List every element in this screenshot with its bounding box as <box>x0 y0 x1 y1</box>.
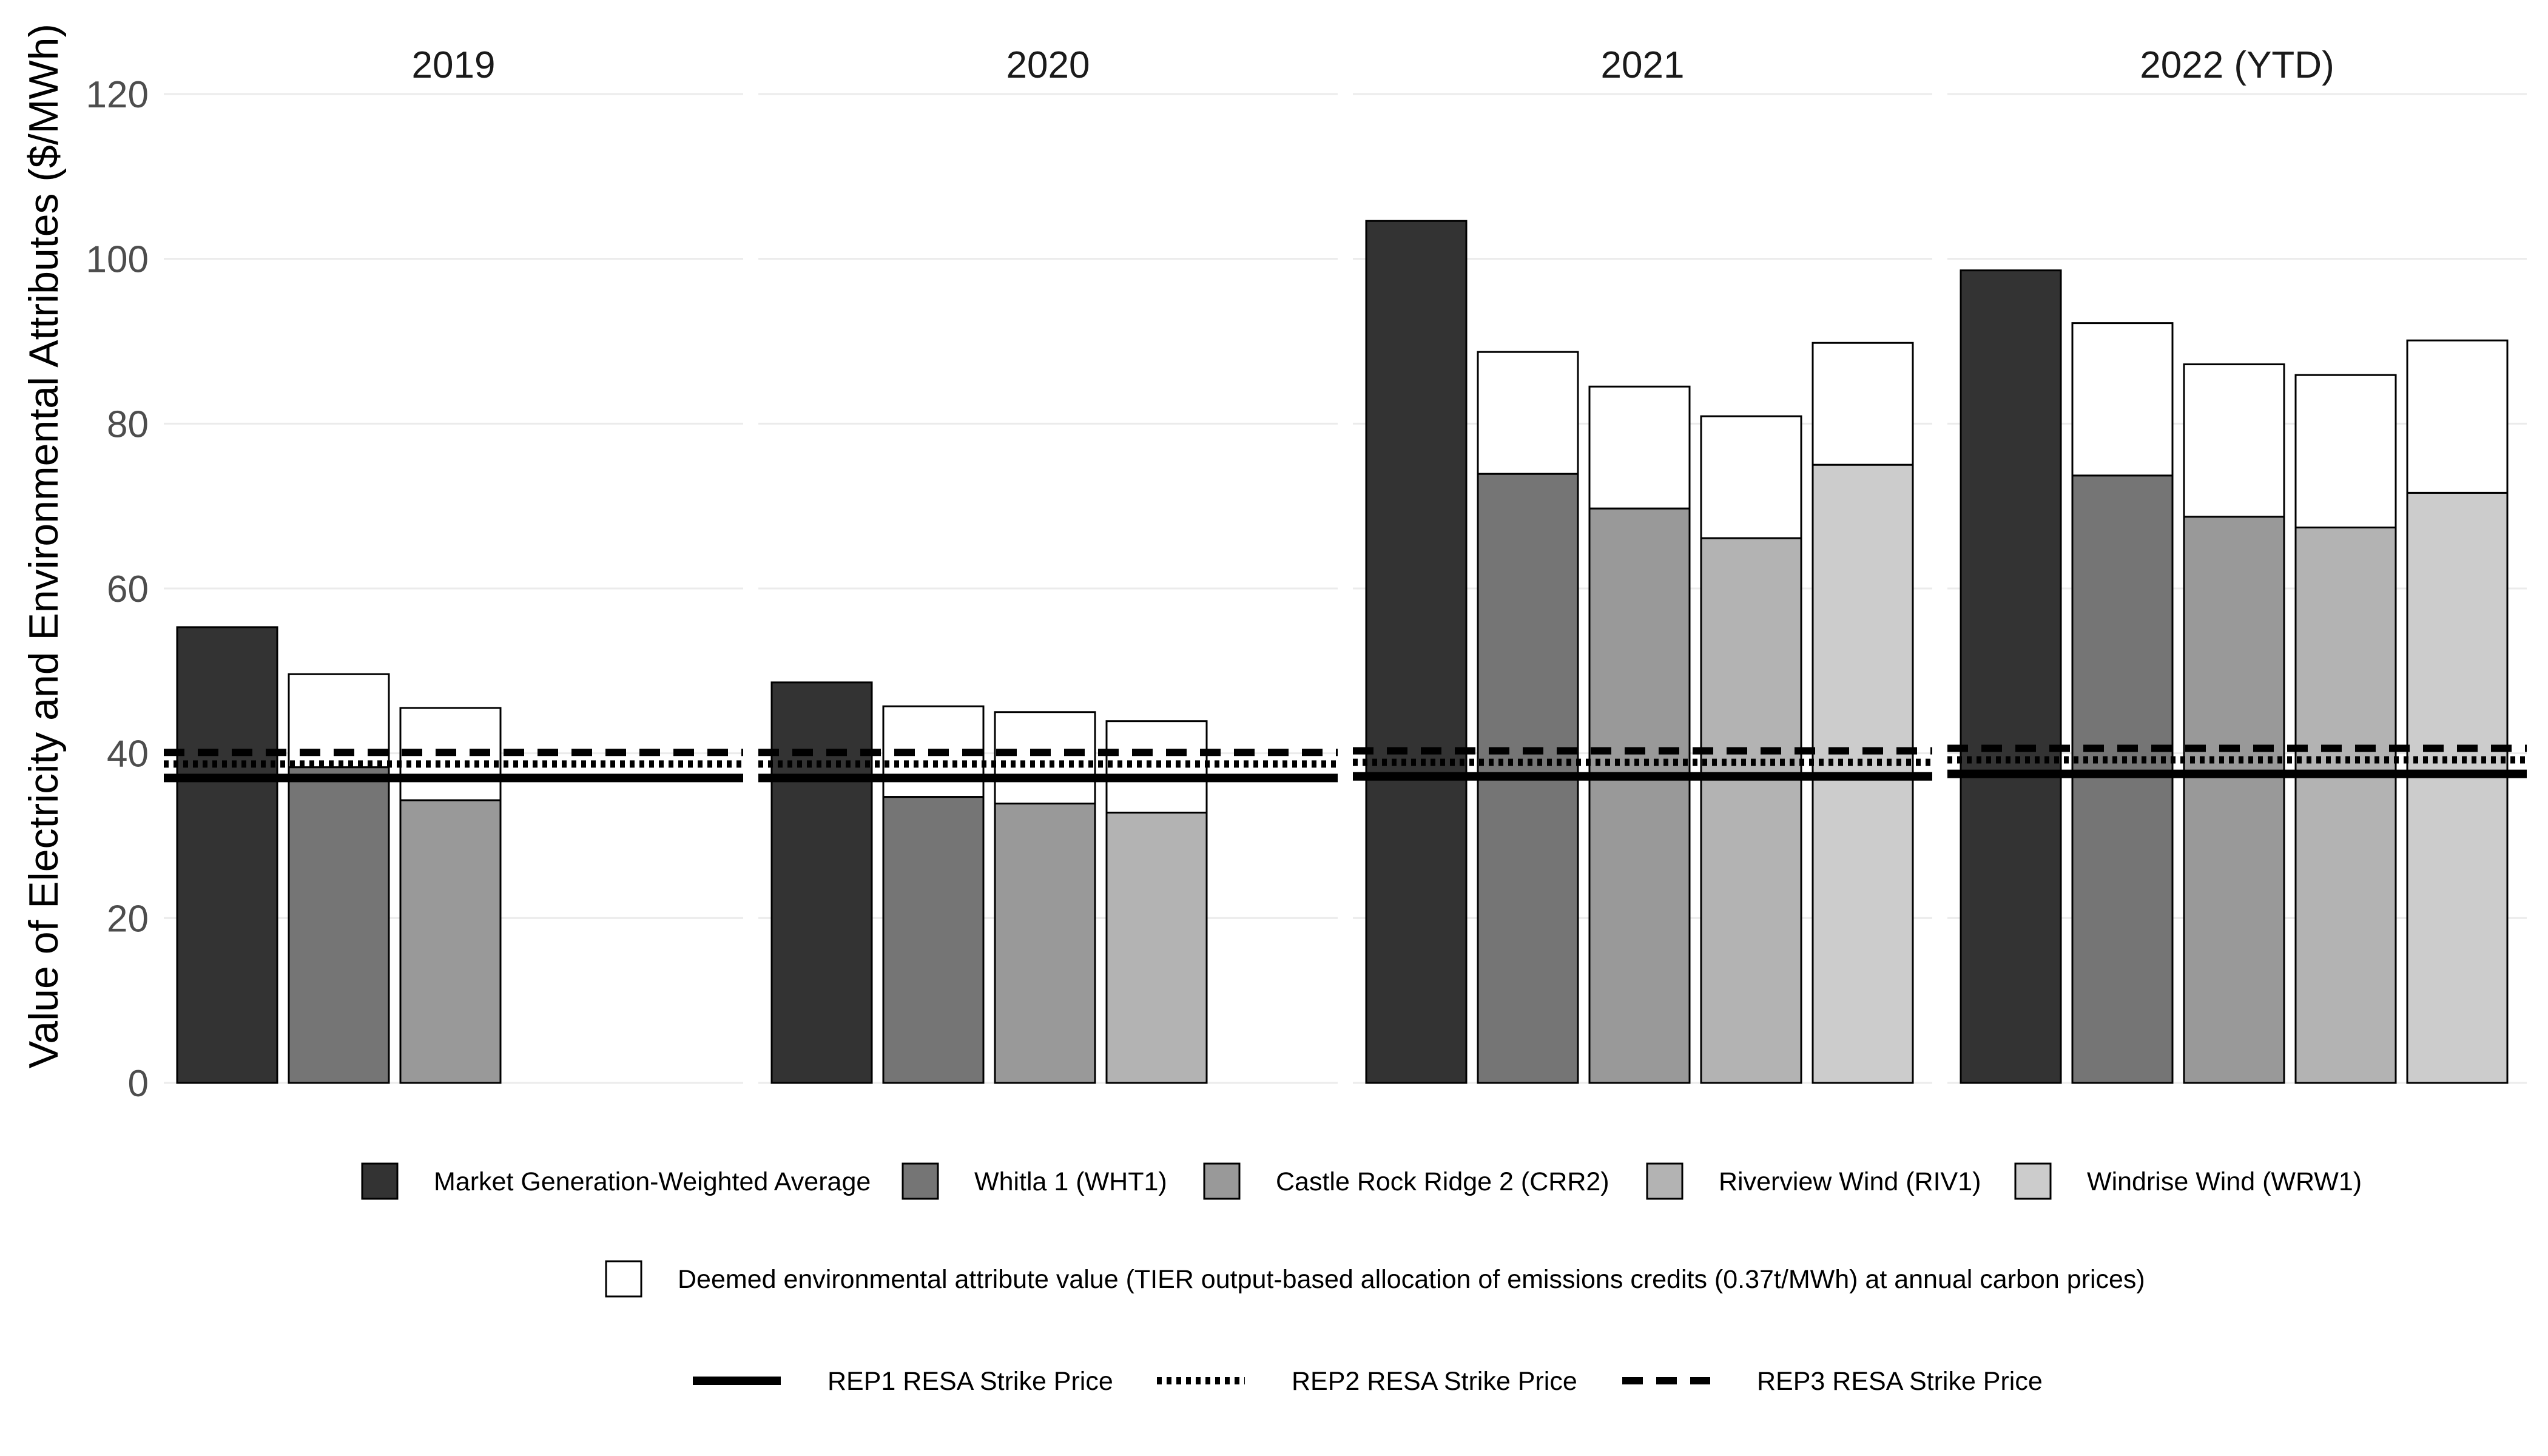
facet-label: 2022 (YTD) <box>2140 44 2334 86</box>
facet-panel-2019: 2019 <box>164 44 743 1084</box>
bar-whitla-1-wht1 <box>288 673 390 1084</box>
electricity-value-segment <box>399 799 502 1084</box>
y-tick-label-60: 60 <box>107 568 149 610</box>
y-tick-label-80: 80 <box>107 403 149 445</box>
legend: Market Generation-Weighted Average Whitla… <box>361 1162 2362 1396</box>
env-attribute-segment <box>1812 342 1914 466</box>
electricity-value-segment <box>2183 516 2285 1084</box>
bar-windrise-wind-wrw1 <box>1812 342 1914 1084</box>
bar-castle-rock-ridge-2-crr2 <box>1588 385 1691 1084</box>
bar-riverview-wind-riv1 <box>2294 374 2397 1084</box>
bar-market-generation-weighted-average <box>770 681 873 1084</box>
env-attribute-segment <box>1700 415 1802 539</box>
y-axis-ticks: 0 20 40 60 80 100 120 <box>86 74 149 1105</box>
legend-swatch-windrise-wind-wrw1 <box>2014 1162 2052 1200</box>
bar-market-generation-weighted-average <box>1365 220 1468 1084</box>
facet-label: 2019 <box>412 44 496 86</box>
y-tick-label-0: 0 <box>128 1063 149 1105</box>
bar-windrise-wind-wrw1 <box>2406 339 2509 1084</box>
legend-label: Whitla 1 (WHT1) <box>974 1167 1167 1196</box>
electricity-value-segment <box>1960 269 2062 1084</box>
legend-swatch-env-attribute <box>605 1260 642 1298</box>
env-attribute-segment <box>2294 374 2397 528</box>
facet-panel-2022-ytd: 2022 (YTD) <box>1947 44 2527 1084</box>
bar-whitla-1-wht1 <box>2071 322 2174 1084</box>
legend-swatch-market-generation-weighted-average <box>361 1162 399 1200</box>
electricity-value-segment <box>176 626 278 1084</box>
env-attribute-segment <box>1588 385 1691 510</box>
legend-label: Windrise Wind (WRW1) <box>2087 1167 2362 1196</box>
legend-swatch-whitla-1-wht1 <box>902 1162 939 1200</box>
legend-swatch-castle-rock-ridge-2-crr2 <box>1203 1162 1241 1200</box>
facet-panel-2020: 2020 <box>758 44 1338 1084</box>
electricity-value-segment <box>1105 811 1208 1084</box>
y-tick-label-100: 100 <box>86 239 149 281</box>
bar-castle-rock-ridge-2-crr2 <box>2183 363 2285 1084</box>
electricity-value-segment <box>1588 507 1691 1084</box>
electricity-value-segment <box>770 681 873 1084</box>
electricity-value-segment <box>2071 474 2174 1084</box>
y-axis-title: Value of Electricity and Environmental A… <box>21 24 67 1068</box>
env-attribute-segment <box>2183 363 2285 518</box>
bar-castle-rock-ridge-2-crr2 <box>994 711 1096 1084</box>
facet-label: 2020 <box>1006 44 1090 86</box>
y-tick-label-40: 40 <box>107 733 149 775</box>
facet-panel-2021: 2021 <box>1353 44 1932 1084</box>
legend-label: Deemed environmental attribute value (TI… <box>678 1265 2145 1294</box>
y-tick-label-120: 120 <box>86 74 149 116</box>
env-attribute-segment <box>1477 351 1579 475</box>
electricity-value-segment <box>882 796 985 1084</box>
y-tick-label-20: 20 <box>107 898 149 940</box>
env-attribute-segment <box>2071 322 2174 477</box>
legend-label: REP3 RESA Strike Price <box>1757 1367 2043 1396</box>
electricity-value-segment <box>1365 220 1468 1084</box>
legend-label: REP2 RESA Strike Price <box>1292 1367 1577 1396</box>
electricity-value-segment <box>994 803 1096 1084</box>
bar-market-generation-weighted-average <box>1960 269 2062 1084</box>
facet-panels: 2019 2020 2021 2022 (YTD) <box>164 44 2527 1084</box>
electricity-value-segment <box>288 766 390 1084</box>
bar-whitla-1-wht1 <box>1477 351 1579 1084</box>
legend-label: Castle Rock Ridge 2 (CRR2) <box>1276 1167 1609 1196</box>
electricity-value-segment <box>2294 526 2397 1084</box>
legend-label: Riverview Wind (RIV1) <box>1719 1167 1981 1196</box>
legend-label: Market Generation-Weighted Average <box>434 1167 871 1196</box>
legend-label: REP1 RESA Strike Price <box>827 1367 1113 1396</box>
env-attribute-segment <box>994 711 1096 805</box>
facet-label: 2021 <box>1601 44 1685 86</box>
electricity-value-segment <box>2406 491 2509 1084</box>
bar-market-generation-weighted-average <box>176 626 278 1084</box>
bar-riverview-wind-riv1 <box>1700 415 1802 1084</box>
electricity-value-segment <box>1700 537 1802 1084</box>
legend-swatch-riverview-wind-riv1 <box>1646 1162 1684 1200</box>
env-attribute-segment <box>2406 339 2509 494</box>
